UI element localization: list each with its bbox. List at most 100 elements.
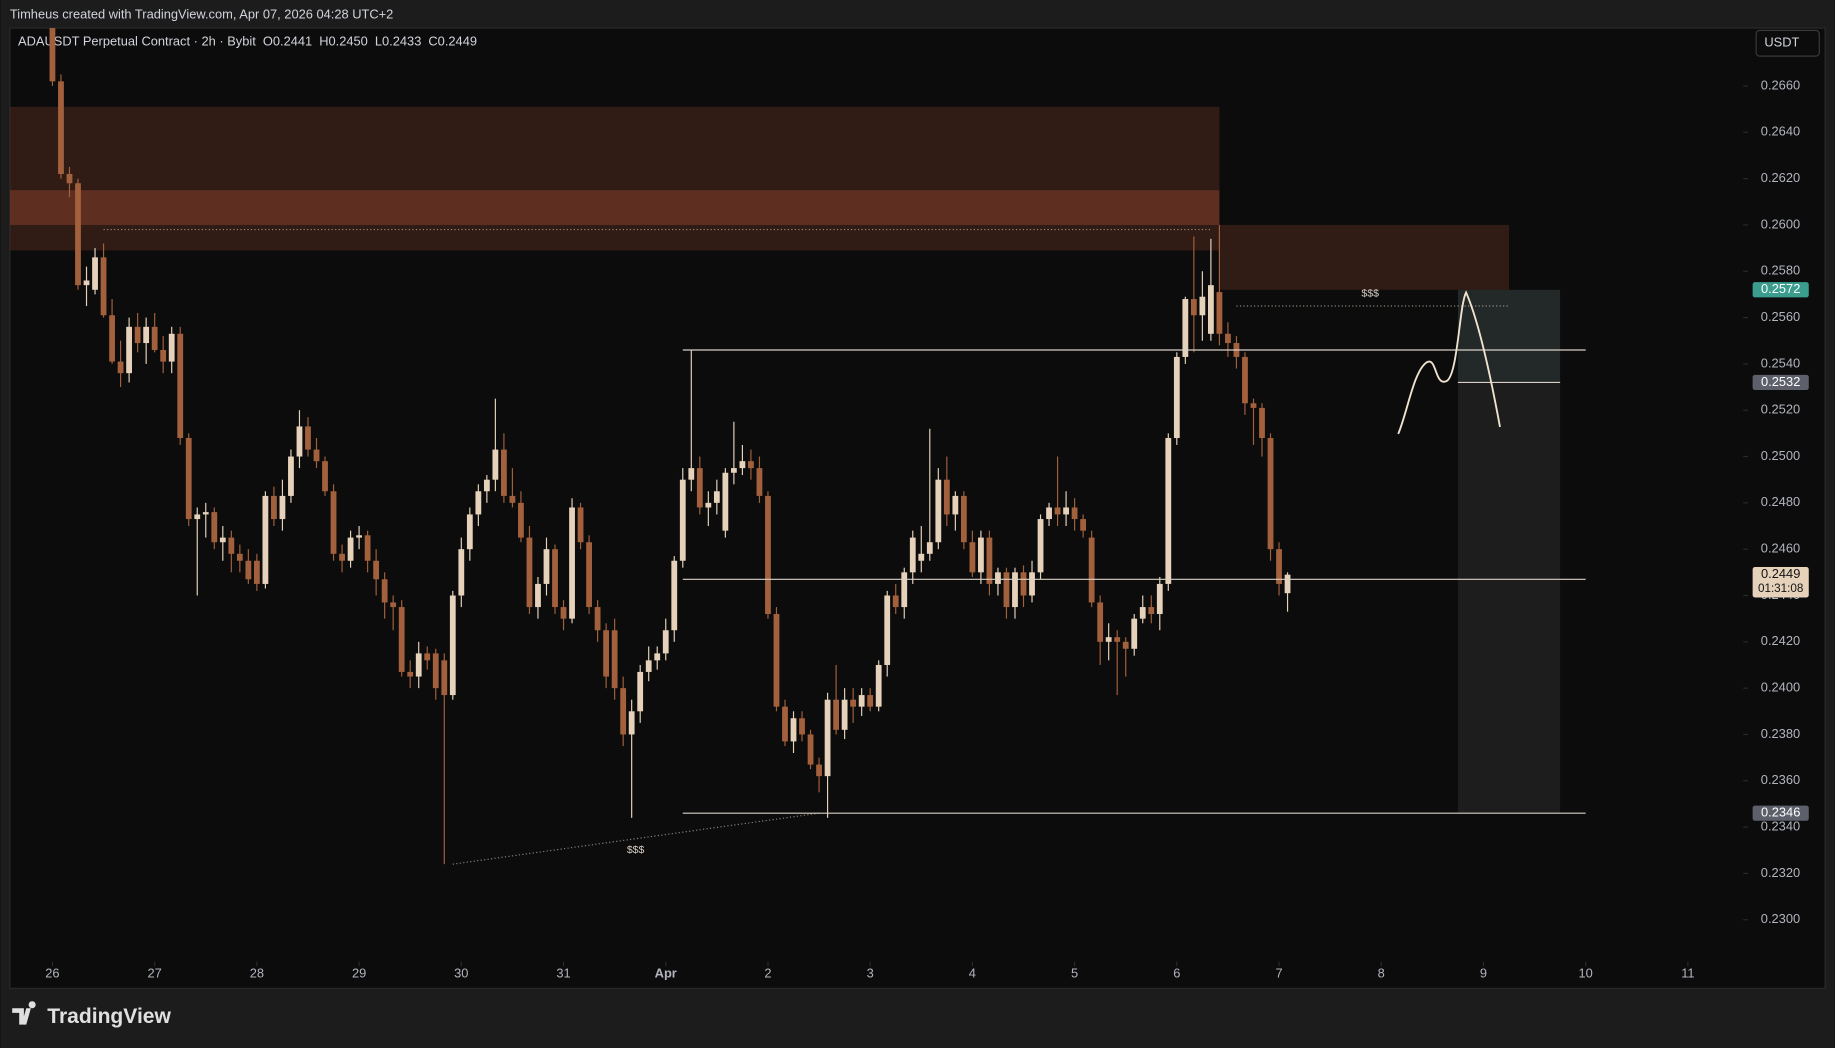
annotation: $$$ [627,844,645,856]
candle-body [151,326,158,350]
candle-body [1003,572,1010,608]
candle-body [1284,574,1291,594]
candle-body [986,537,993,584]
candle-body [773,614,780,707]
candle-body [407,671,414,677]
candle-body [279,495,286,520]
candle-body [867,695,874,707]
y-tick-label: 0.2360 [1761,772,1800,787]
candle-body [92,257,98,290]
candle-body [168,333,175,362]
candle-body [49,28,56,82]
ohlc-header: O 0.2441 H 0.2450 L 0.2433 C 0.2449 [263,33,477,48]
y-tick-label: 0.2480 [1761,494,1800,509]
ohlc-key: O [263,33,273,48]
x-tick-label: 30 [454,966,468,981]
candle-body [415,653,422,677]
currency-button[interactable] [1755,29,1820,57]
candle-body [381,579,388,603]
candle-body [194,514,201,520]
x-tick-label: 10 [1579,966,1593,981]
candle-body [935,479,942,543]
hand-drawn-projection [1397,290,1501,435]
candle-body [1250,403,1257,408]
candle-body [858,695,865,707]
candle-body [288,456,294,496]
candle-body [1037,519,1044,573]
candle-body [705,502,712,508]
zone [9,106,1220,251]
y-tick-label: 0.2460 [1761,541,1800,556]
candle-body [518,502,524,538]
ohlc-key: C [428,33,437,48]
x-tick-label: 6 [1173,966,1180,981]
y-tick-label: 0.2560 [1761,309,1800,324]
candle-body [875,664,882,707]
candle-body [398,607,405,672]
candle-body [1097,602,1104,642]
candle-body [679,479,686,561]
price-tag [1752,567,1809,598]
candle-body [160,349,167,362]
candle-body [228,537,235,554]
candle-body [594,607,601,631]
price-tag [1752,374,1809,391]
candle-body [688,468,695,480]
y-tick-label: 0.2620 [1761,170,1800,185]
candle-body [765,495,771,615]
candle-body [884,595,891,665]
currency-label[interactable]: USDT [1764,35,1799,50]
candle-body [509,495,516,503]
zone [1219,224,1510,290]
candle-body [466,514,473,550]
candle-body [1122,641,1129,649]
candle-body [586,542,592,608]
x-tick-label: 2 [764,966,771,981]
candle-body [560,607,567,619]
candle-body [611,630,618,689]
zone [1457,289,1561,383]
candle-body [202,512,209,515]
candle-body [1131,618,1138,649]
annotation: $$$ [1361,287,1379,299]
candle-body [339,553,345,561]
ohlc-value: 0.2450 [329,33,368,48]
candle-body [271,495,277,520]
ohlc-value: 0.2433 [382,33,421,48]
y-tick-label: 0.2420 [1761,633,1800,648]
price-tag [1752,805,1809,821]
candle-body [390,602,397,608]
candle-body [1088,537,1095,603]
candle-body [671,560,678,631]
brand-logo: TradingView [12,1001,172,1028]
candle-body [841,699,848,730]
candle-body [850,699,857,707]
candle-body [756,468,763,496]
y-tick-label: 0.2300 [1761,911,1800,926]
candle-body [696,468,703,508]
countdown: 01:31:08 [1758,582,1804,595]
candle-body [782,706,788,742]
candle-body [1063,507,1069,515]
x-tick-label: 3 [867,966,874,981]
x-tick-label: 27 [148,966,162,981]
y-tick-label: 0.2500 [1761,448,1800,463]
candle-body [1156,583,1163,615]
candle-body [449,595,456,696]
y-tick-label: 0.2640 [1761,124,1800,139]
candle-body [552,549,558,608]
x-tick-label: 26 [45,966,59,981]
x-tick-label: 29 [352,966,366,981]
candle-body [1139,607,1146,619]
candle-body [458,549,465,596]
candle-body [364,535,371,561]
candle-body [722,472,729,531]
price-tag [1752,282,1809,298]
brand-name: TradingView [47,1005,171,1028]
zone [9,190,1220,225]
candle-body [117,361,124,374]
candle-body [926,542,933,554]
candle-body [100,257,107,316]
candle-body [356,535,362,538]
candle-body [501,449,507,496]
